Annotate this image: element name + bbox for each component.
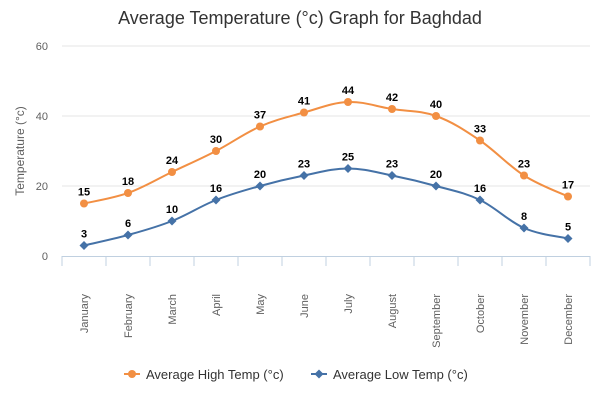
data-point[interactable] bbox=[256, 122, 264, 131]
data-point[interactable] bbox=[167, 216, 177, 226]
data-label: 8 bbox=[521, 211, 527, 223]
data-point[interactable] bbox=[476, 136, 484, 145]
legend-item[interactable]: Average High Temp (°c) bbox=[124, 367, 284, 382]
data-point[interactable] bbox=[255, 181, 265, 191]
data-label: 37 bbox=[254, 110, 266, 122]
data-point[interactable] bbox=[124, 189, 132, 197]
data-label: 24 bbox=[166, 155, 179, 167]
data-label: 10 bbox=[166, 204, 178, 216]
data-point[interactable] bbox=[388, 105, 396, 113]
axes: 0 20 40 60 January February March April May June J… bbox=[36, 41, 591, 348]
data-point[interactable] bbox=[79, 241, 89, 250]
data-label: 42 bbox=[386, 92, 398, 104]
data-point[interactable] bbox=[123, 230, 133, 240]
chart-title: Average Temperature (°c) Graph for Baghd… bbox=[118, 8, 482, 28]
data-label: 30 bbox=[210, 134, 222, 146]
x-tick-label: October bbox=[475, 294, 487, 333]
series-high: 15 18 24 30 37 41 44 42 40 33 23 17 bbox=[78, 85, 574, 208]
data-label: 6 bbox=[125, 218, 131, 230]
data-label: 3 bbox=[81, 229, 87, 241]
data-point[interactable] bbox=[475, 195, 485, 205]
data-label: 17 bbox=[562, 180, 574, 192]
data-label: 5 bbox=[565, 222, 571, 234]
data-label: 33 bbox=[474, 124, 486, 136]
data-point[interactable] bbox=[387, 171, 397, 180]
data-label: 15 bbox=[78, 187, 90, 199]
data-point[interactable] bbox=[300, 108, 308, 117]
legend-marker[interactable] bbox=[128, 370, 136, 378]
data-label: 16 bbox=[474, 183, 486, 195]
series-lines: 15 18 24 30 37 41 44 42 40 33 23 17 3 6 10 16 20 23 25 23 20… bbox=[78, 85, 574, 250]
data-label: 20 bbox=[430, 169, 442, 181]
data-label: 41 bbox=[298, 96, 310, 108]
x-tick-label: August bbox=[387, 294, 399, 328]
x-tick-label: July bbox=[343, 294, 355, 314]
y-tick-label: 0 bbox=[42, 251, 48, 263]
data-point[interactable] bbox=[520, 171, 528, 180]
data-label: 16 bbox=[210, 183, 222, 195]
data-point[interactable] bbox=[299, 171, 309, 180]
data-point[interactable] bbox=[211, 195, 221, 205]
x-tick-label: April bbox=[211, 294, 223, 316]
series-low: 3 6 10 16 20 23 25 23 20 16 8 5 bbox=[79, 152, 573, 250]
x-tick-label: May bbox=[255, 294, 267, 315]
data-point[interactable] bbox=[80, 199, 88, 208]
legend-label: Average High Temp (°c) bbox=[146, 367, 284, 382]
grid-lines bbox=[62, 45, 590, 187]
x-tick-label: September bbox=[431, 294, 443, 348]
x-tick-label: November bbox=[519, 294, 531, 345]
x-tick-label: March bbox=[167, 294, 179, 325]
x-tick-label: December bbox=[563, 294, 575, 345]
series-line bbox=[83, 167, 569, 247]
data-label: 20 bbox=[254, 169, 266, 181]
data-label: 23 bbox=[518, 159, 530, 171]
data-label: 25 bbox=[342, 152, 354, 164]
data-point[interactable] bbox=[432, 112, 440, 120]
series-line bbox=[83, 100, 569, 205]
x-tick-label: June bbox=[299, 294, 311, 318]
legend-item[interactable]: Average Low Temp (°c) bbox=[311, 367, 468, 382]
data-point[interactable] bbox=[343, 164, 353, 173]
data-point[interactable] bbox=[212, 147, 220, 155]
data-label: 23 bbox=[298, 159, 310, 171]
data-label: 23 bbox=[386, 159, 398, 171]
legend-label: Average Low Temp (°c) bbox=[333, 367, 468, 382]
y-tick-label: 40 bbox=[36, 111, 48, 123]
data-label: 40 bbox=[430, 99, 442, 111]
data-label: 18 bbox=[122, 176, 134, 188]
data-point[interactable] bbox=[431, 181, 441, 191]
data-point[interactable] bbox=[564, 192, 572, 201]
data-point[interactable] bbox=[519, 223, 529, 233]
x-tick-label: January bbox=[79, 294, 91, 334]
data-point[interactable] bbox=[344, 98, 352, 106]
y-axis-label: Temperature (°c) bbox=[13, 106, 27, 196]
x-tick-label: February bbox=[123, 294, 135, 339]
legend-marker[interactable] bbox=[314, 369, 324, 379]
data-point[interactable] bbox=[563, 234, 573, 243]
legend[interactable]: Average High Temp (°c) Average Low Temp (… bbox=[124, 367, 468, 382]
y-tick-label: 60 bbox=[36, 41, 48, 53]
y-tick-label: 20 bbox=[36, 181, 48, 193]
data-label: 44 bbox=[342, 85, 355, 97]
data-point[interactable] bbox=[168, 168, 176, 176]
